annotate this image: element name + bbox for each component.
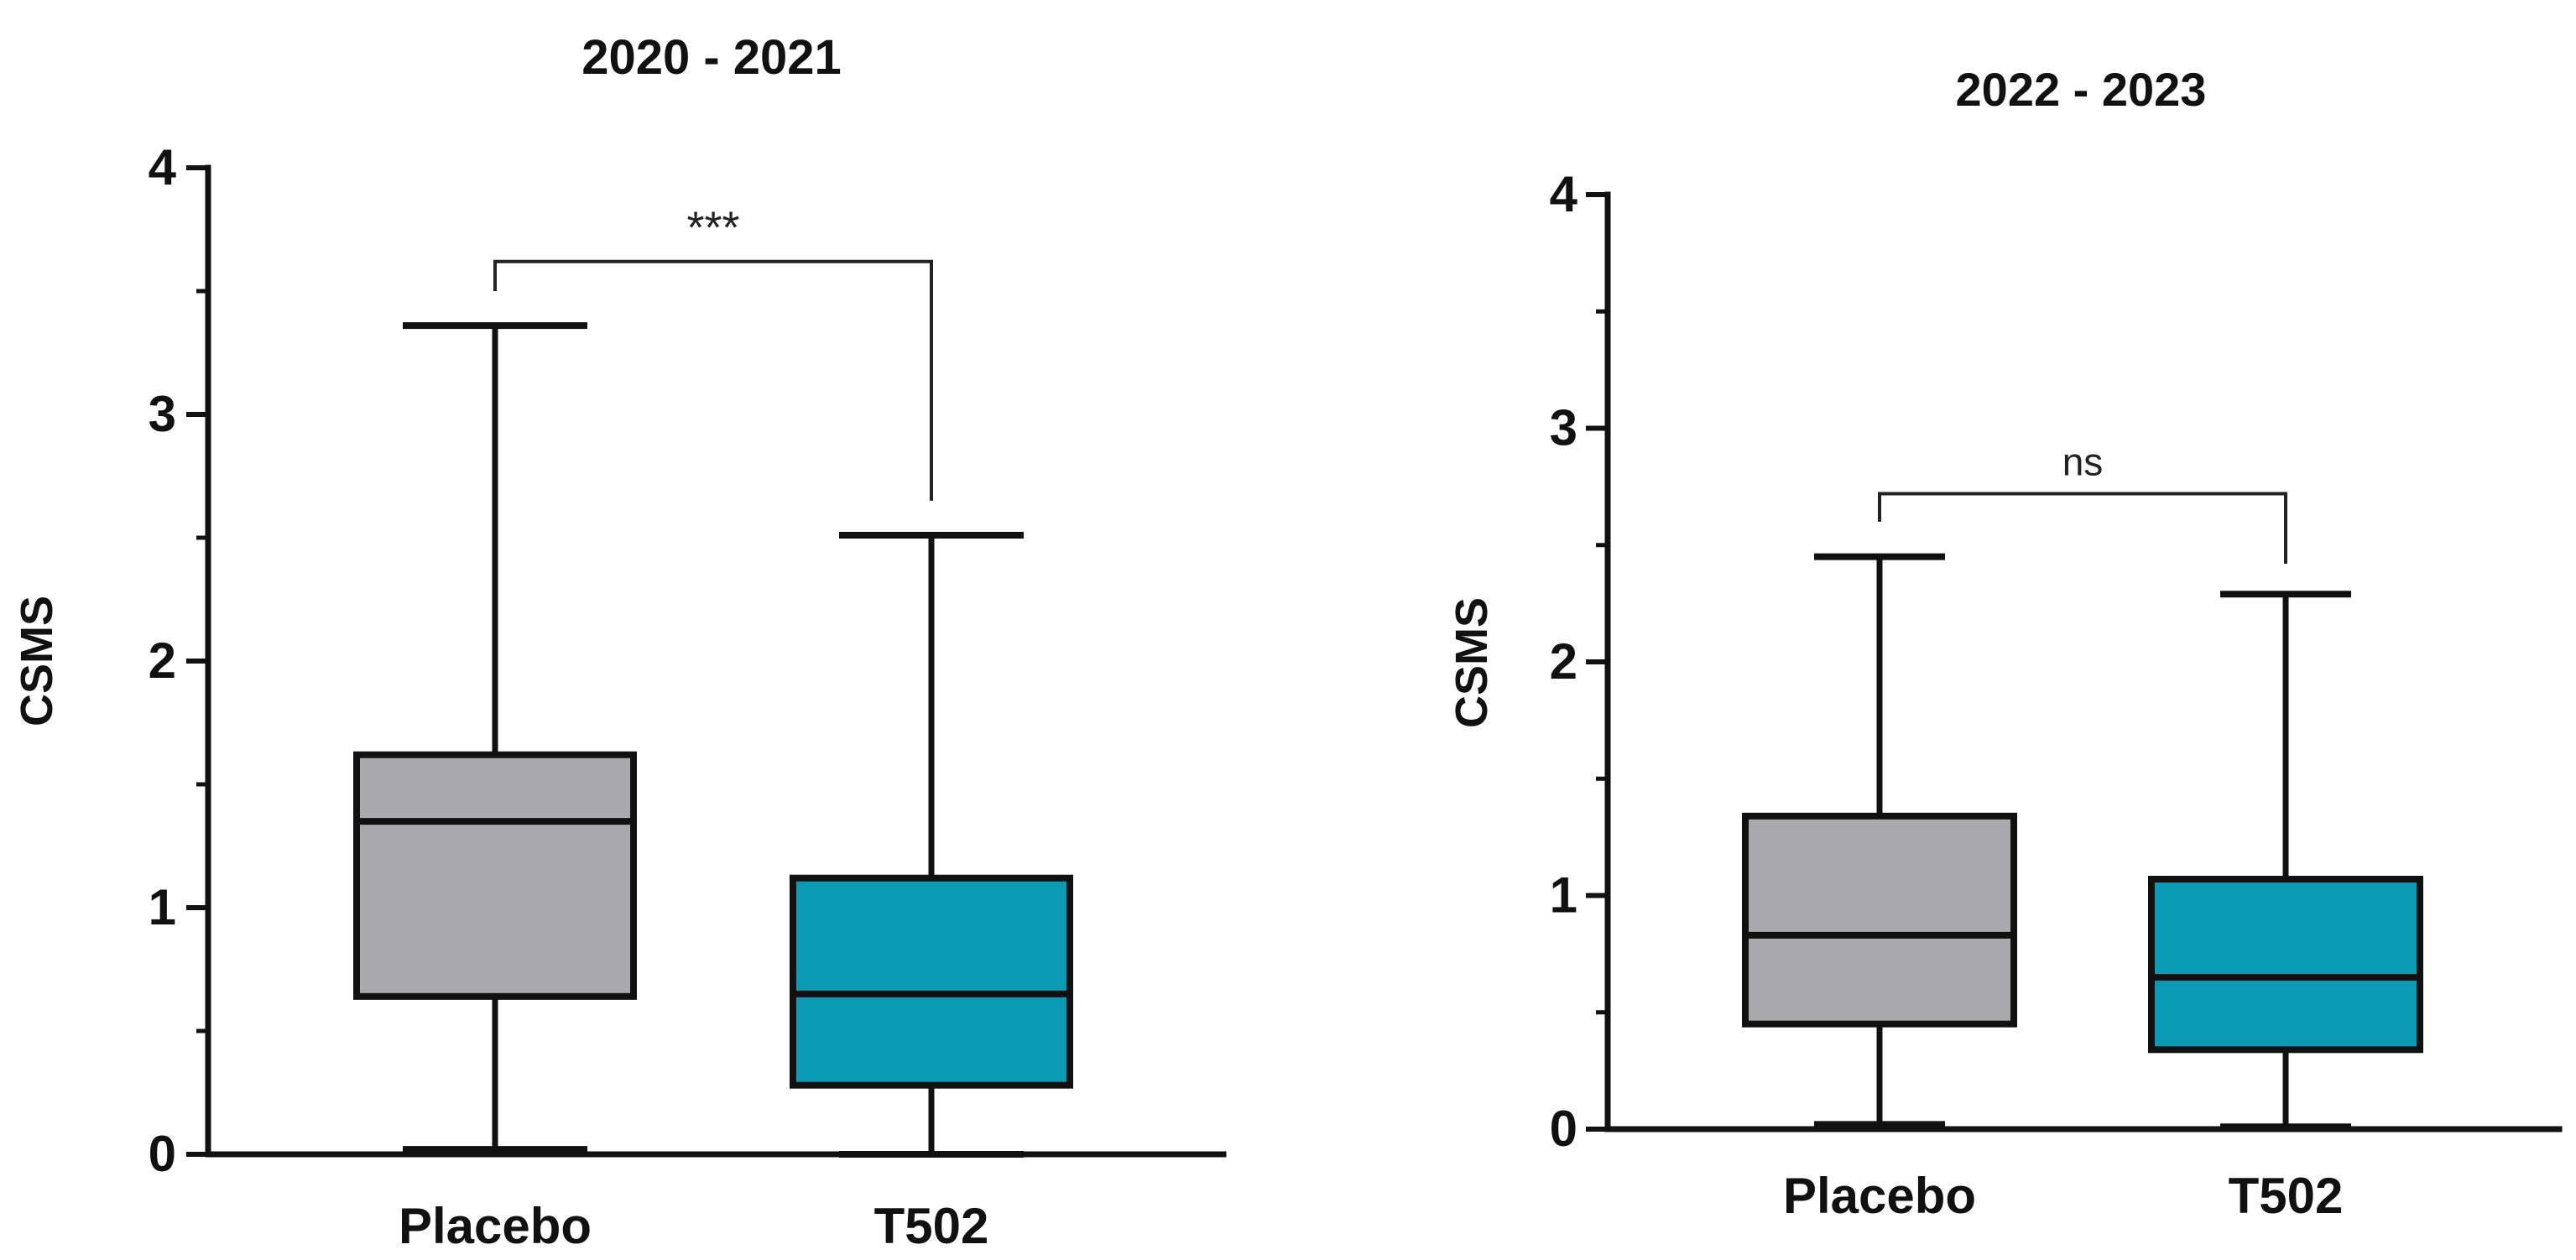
y-tick-label: 0 [1550,1101,1577,1157]
x-category-label: T502 [874,1198,989,1254]
box-placebo [353,322,637,1153]
y-tick-label: 4 [149,139,177,195]
iqr-box [353,751,637,1000]
significance-bracket [493,259,933,501]
iqr-box [790,874,1073,1089]
chart-title: 2022 - 2023 [1956,63,2207,116]
y-axis-label: CSMS [12,596,62,726]
y-tick-label: 0 [149,1126,176,1182]
y-tick-label: 1 [1550,867,1577,924]
box-placebo [1742,553,2017,1128]
iqr-box [2148,876,2423,1054]
chart-title: 2020 - 2021 [581,30,842,85]
y-tick-label: 2 [1550,633,1577,690]
box-t502 [790,532,1073,1158]
y-tick-label: 2 [149,633,176,689]
y-axis-label: CSMS [1447,597,1497,728]
significance-label: *** [686,203,739,253]
y-tick-label: 3 [149,386,176,442]
y-tick-label: 1 [149,879,176,935]
y-tick-label: 3 [1550,400,1577,456]
boxplot-panel-1: 2020 - 2021 CSMS 0 1 2 3 4 Placebo T502 *** [12,30,1227,1254]
x-category-label: T502 [2229,1168,2344,1224]
boxplot-panel-2: 2022 - 2023 CSMS 0 1 2 3 4 Placebo T502 ns [1447,63,2563,1224]
y-tick-label: 4 [1550,166,1578,222]
significance-label: ns [2062,440,2104,483]
significance-bracket [1878,492,2287,565]
box-t502 [2148,591,2423,1131]
x-category-label: Placebo [1783,1168,1976,1224]
iqr-box [1742,812,2017,1028]
x-category-label: Placebo [399,1198,592,1254]
